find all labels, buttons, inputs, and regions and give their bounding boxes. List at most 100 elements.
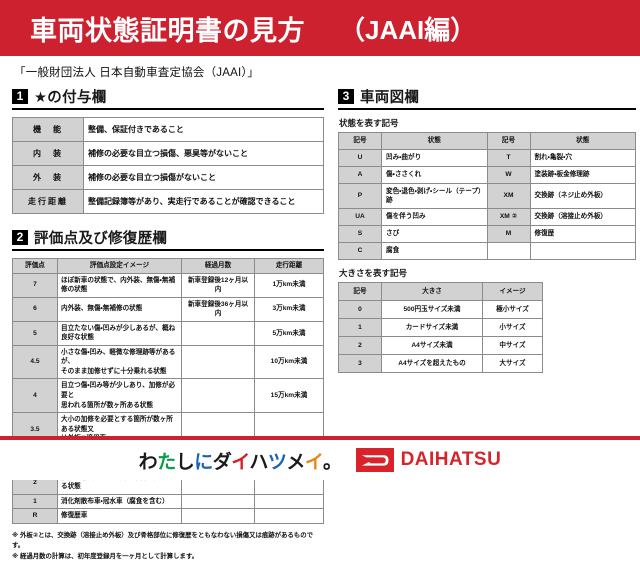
slogan-char: ダ [212,451,232,473]
size-image: 小サイズ [482,318,543,338]
state-symbol: A [338,166,382,184]
table-row: 走行距離 整備記録簿等があり、実走行であることが確認できること [12,189,324,214]
table-row: 3 A4サイズを超えたもの 大サイズ [338,354,543,374]
table-row: 外 装 補修の必要な目立つ損傷がないこと [12,165,324,190]
score-description: 消化剤散布車・冠水車（腐食を含む） [57,493,182,510]
score-distance: 10万km未満 [254,344,324,380]
score-months [181,508,255,525]
slogan-char: イ [304,451,324,473]
table-row: U 凹み・曲がり T 割れ・亀裂・穴 [338,149,636,167]
section-3-heading: 3 車両図欄 [338,86,636,110]
section-2-heading: 2 評価点及び修復歴欄 [12,227,324,251]
state-text-empty [529,242,636,261]
note-line: ※ 経過月数の計算は、初年度登録月を一ヶ月として計算します。 [12,552,199,560]
score-value: 4.5 [12,344,58,380]
state-symbol: XM [486,182,531,210]
size-text: カードサイズ未満 [381,318,483,338]
state-text: 傷・ささくれ [381,166,488,184]
state-text: 変色・退色・剥げ・シール（テープ）跡 [381,182,488,210]
size-text: A4サイズを超えたもの [381,354,483,374]
column-header-distance: 走行距離 [254,258,324,274]
organization-line: 「一般財団法人 日本自動車査定協会（JAAI）」 [14,67,260,79]
score-distance [254,508,324,525]
evaluation-score-table: 評価点 評価点設定イメージ 経過月数 走行距離 7 ほぼ新車の状態で、内外装、無… [12,258,324,525]
state-symbol: XM ② [486,208,531,227]
score-months [181,344,255,380]
section-2-title: 評価点及び修復歴欄 [34,231,168,247]
column-header-size: 大きさ [381,282,483,302]
criteria-label: 外 装 [12,165,84,190]
size-symbol: 1 [338,318,382,338]
column-header-symbol: 記号 [486,132,531,150]
content-columns: 1 ★の付与欄 機 能 整備、保証付きであること 内 装 補修の必要な目立つ損傷… [12,86,636,562]
state-text: 凹み・曲がり [381,149,488,167]
slogan-char: イ [231,451,250,473]
table-header-row: 記号 大きさ イメージ [338,282,543,302]
state-text: 交換跡（溶接止め外板） [529,208,636,227]
score-months [181,378,255,414]
page-header: 車両状態証明書の見方 （JAAI編） [0,0,640,56]
size-symbols-subheading: 大きさを表す記号 [339,268,408,279]
page-title-suffix: （JAAI編） [339,14,477,45]
section-1-number: 1 [12,89,28,104]
section-3-title: 車両図欄 [360,90,420,106]
state-symbols-subheading: 状態を表す記号 [339,118,399,128]
column-header-symbol: 記号 [338,132,382,150]
table-row: 5 目立たない傷・凹みが少しあるが、概ね良好な状態 5万km未満 [12,320,324,346]
score-distance: 15万km未満 [254,378,324,414]
table-row: 内 装 補修の必要な目立つ損傷、悪臭等がないこと [12,141,324,166]
slogan-char: に [194,451,213,473]
state-symbol: U [338,149,382,167]
table-row: 4 目立つ傷・凹み等が少しあり、加修が必要と 思われる箇所が数ヶ所ある状態 15… [12,378,324,414]
star-criteria-table: 機 能 整備、保証付きであること 内 装 補修の必要な目立つ損傷、悪臭等がないこ… [12,117,324,214]
slogan-char: ツ [267,451,287,473]
state-symbols-table: 記号 状態 記号 状態 U 凹み・曲がり T 割れ・亀裂・穴 A 傷・ささくれ [338,132,636,261]
slogan-char: わ [138,451,158,473]
table-header-row: 記号 状態 記号 状態 [338,132,636,150]
state-text: 交換跡（ネジ止め外板） [529,182,636,210]
state-text: 塗装跡・板金修理跡 [529,166,636,184]
table-row: 4.5 小さな傷・凹み、軽微な修理跡等があるが、 そのまま加修せずに十分乗れる状… [12,344,324,380]
size-text: 500円玉サイズ未満 [381,300,483,320]
state-text: さび [381,225,488,244]
section-2-number: 2 [12,230,28,245]
table-row: 機 能 整備、保証付きであること [12,117,324,142]
table-row: S さび M 修復歴 [338,225,636,244]
slogan-char: た [157,451,176,473]
state-symbol: M [486,225,531,244]
state-symbol: S [338,225,382,244]
left-column: 1 ★の付与欄 機 能 整備、保証付きであること 内 装 補修の必要な目立つ損傷… [12,86,324,562]
column-header-months: 経過月数 [181,258,255,274]
state-symbol: W [486,166,531,184]
size-symbol: 2 [338,336,382,356]
table-row: A 傷・ささくれ W 塗装跡・板金修理跡 [338,166,636,184]
column-header-image: イメージ [482,282,543,302]
section-3-number: 3 [338,89,354,104]
criteria-label: 機 能 [12,117,84,142]
daihatsu-logo: DAIHATSU [355,448,502,472]
column-header-state: 状態 [381,132,488,150]
criteria-text: 補修の必要な目立つ損傷、悪臭等がないこと [83,141,324,166]
criteria-text: 整備記録簿等があり、実走行であることが確認できること [83,189,324,214]
table-row: 0 500円玉サイズ未満 極小サイズ [338,300,543,320]
section-1-heading: 1 ★の付与欄 [12,86,324,110]
slogan-char: ハ [249,451,268,473]
score-distance: 5万km未満 [254,320,324,346]
table-row: 7 ほぼ新車の状態で、内外装、無傷・無補修の状態 新車登録後12ヶ月以内 1万k… [12,272,324,298]
table-row: 1 カードサイズ未満 小サイズ [338,318,543,338]
note-line: ※ 外板②とは、交換跡（溶接止め外板）及び骨格部位に修復歴をともなわない損傷又は… [12,532,313,550]
score-description: 目立つ傷・凹み等が少しあり、加修が必要と 思われる箇所が数ヶ所ある状態 [57,378,182,414]
document-body: 「一般財団法人 日本自動車査定協会（JAAI）」 1 ★の付与欄 機 能 整備、… [0,56,640,562]
criteria-label: 走行距離 [12,189,84,214]
criteria-text: 補修の必要な目立つ損傷がないこと [83,165,324,190]
score-distance: 3万km未満 [254,296,324,322]
score-description: 修復歴車 [57,508,182,525]
score-months: 新車登録後12ヶ月以内 [181,272,255,298]
state-text: 修復歴 [529,225,636,244]
score-description: 小さな傷・凹み、軽微な修理跡等があるが、 そのまま加修せずに十分乗れる状態 [57,344,182,380]
page-title: 車両状態証明書の見方 [30,15,305,46]
column-header-symbol: 記号 [338,282,382,302]
state-symbol-empty [486,242,531,261]
slogan-char: し [175,451,195,473]
table-row: 2 A4サイズ未満 中サイズ [338,336,543,356]
